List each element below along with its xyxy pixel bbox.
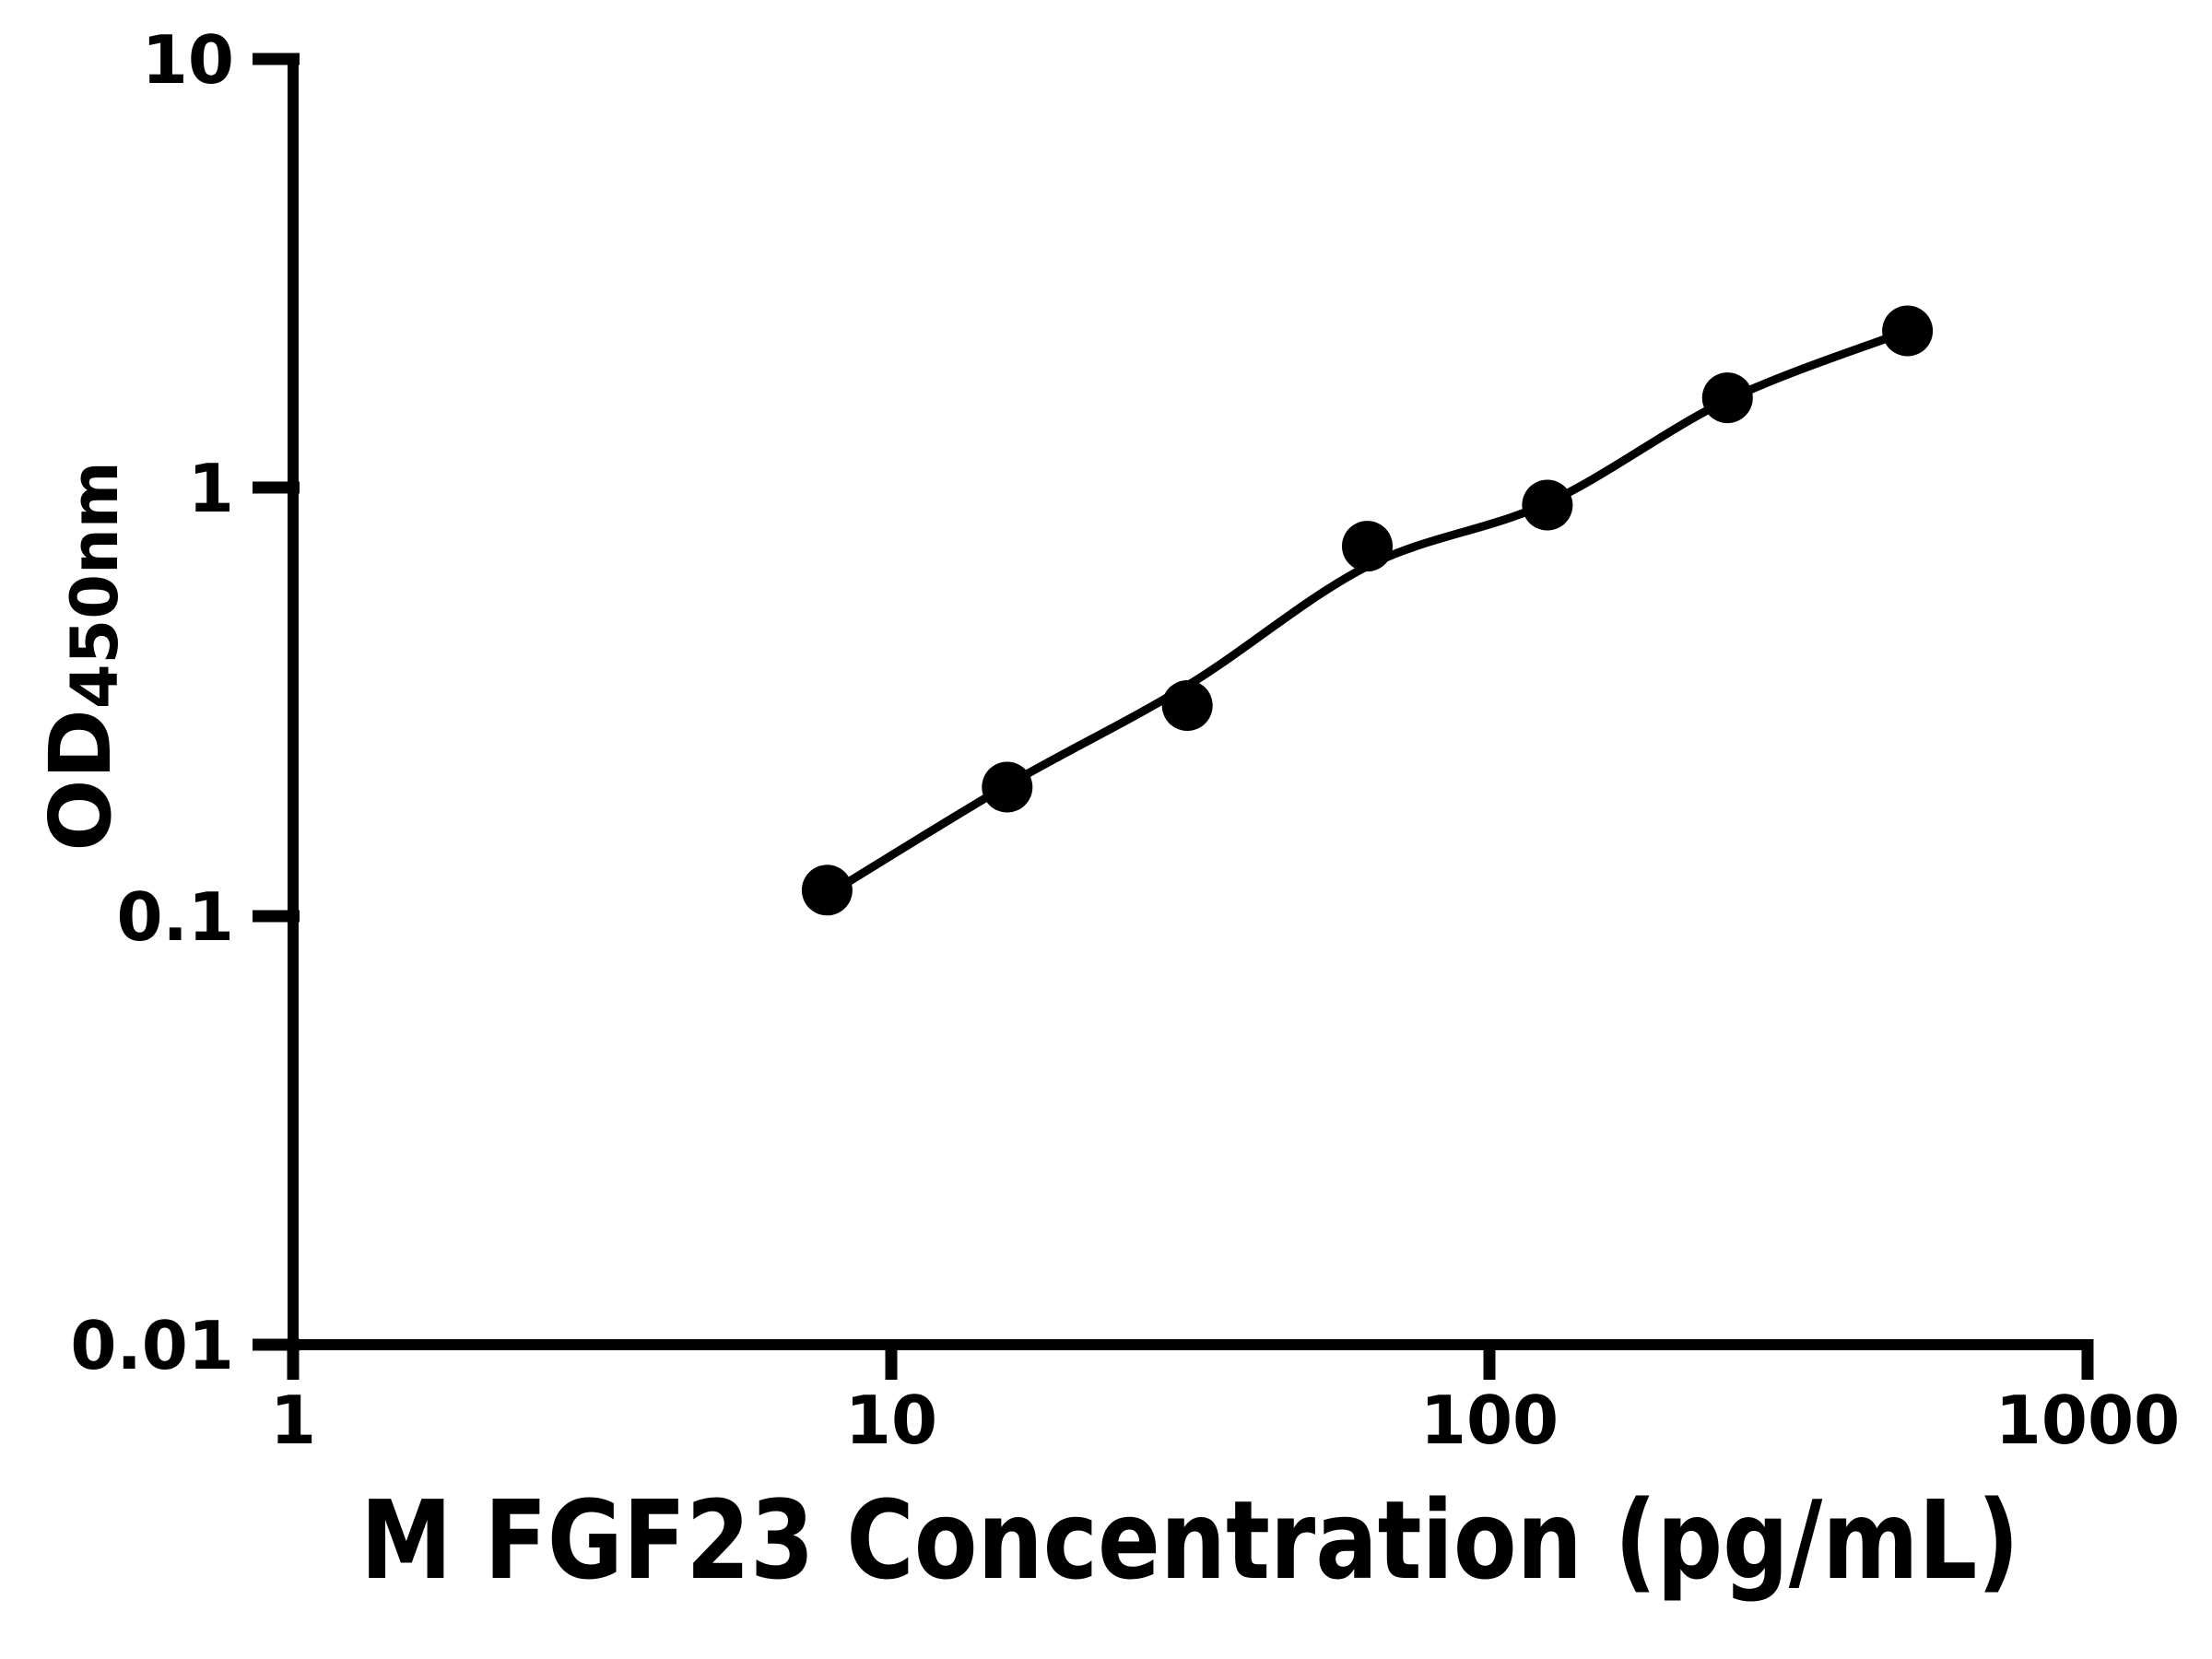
data-point [1161,680,1213,731]
y-tick-label: 10 [142,21,234,99]
x-tick-label: 1000 [1995,1382,2180,1459]
x-tick-label: 10 [845,1382,937,1459]
y-tick-label: 1 [188,450,234,527]
data-point [1342,521,1393,572]
y-axis-title: OD450nm [31,461,133,851]
y-axis-title-main: OD [31,709,130,852]
data-point [1522,479,1573,531]
axes [288,53,2093,1351]
data-points [801,305,1934,916]
y-tick-label: 0.1 [116,878,234,956]
data-point [1701,372,1753,424]
axis-ticks [253,53,2094,1380]
data-point [1882,305,1934,357]
data-point [801,865,853,916]
y-tick-label: 0.01 [70,1307,234,1384]
x-axis-title: M FGF23 Concentration (pg/mL) [360,1477,2019,1604]
x-tick-label: 1 [270,1382,316,1459]
y-axis-title-subscript: 450nm [57,461,133,709]
data-point [982,761,1033,813]
tick-labels: 10 1 0.1 0.01 1 10 100 1000 [70,21,2180,1459]
x-tick-label: 100 [1420,1382,1559,1459]
